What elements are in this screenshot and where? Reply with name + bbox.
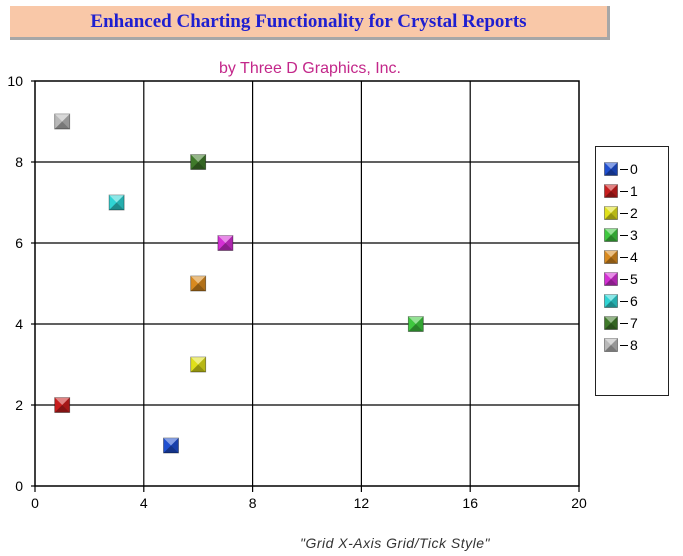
grid-lines — [34, 80, 580, 487]
legend-item-2: 2 — [604, 203, 638, 223]
legend-item-6: 6 — [604, 291, 638, 311]
legend-marker — [604, 272, 618, 286]
x-tick-label: 8 — [249, 495, 257, 511]
legend-marker — [604, 228, 618, 242]
title-banner: Enhanced Charting Functionality for Crys… — [10, 6, 610, 40]
legend-swatch — [604, 250, 618, 264]
legend-line — [620, 278, 628, 280]
data-point-2 — [190, 356, 207, 373]
legend-line — [620, 300, 628, 302]
legend-swatch — [604, 316, 618, 330]
legend-item-5: 5 — [604, 269, 638, 289]
legend-swatch — [604, 228, 618, 242]
legend-item-8: 8 — [604, 335, 638, 355]
y-tick-label: 8 — [15, 154, 23, 170]
legend-marker — [604, 184, 618, 198]
legend-swatch — [604, 272, 618, 286]
x-tick-label: 16 — [462, 495, 478, 511]
legend-item-0: 0 — [604, 159, 638, 179]
legend-item-1: 1 — [604, 181, 638, 201]
legend-item-4: 4 — [604, 247, 638, 267]
legend-swatch — [604, 162, 618, 176]
x-tick-label: 0 — [31, 495, 39, 511]
data-point-5 — [217, 235, 234, 251]
legend-label: 7 — [630, 315, 638, 331]
footnote: "Grid X-Axis Grid/Tick Style" — [300, 535, 491, 551]
legend-marker — [604, 250, 618, 264]
legend-swatch — [604, 294, 618, 308]
legend-label: 4 — [630, 249, 638, 265]
data-point-6 — [108, 194, 125, 211]
legend-item-3: 3 — [604, 225, 638, 245]
legend-label: 8 — [630, 337, 638, 353]
y-tick-label: 10 — [7, 73, 23, 89]
axes: 0 4 8 12 16 20 0 2 4 6 8 10 — [7, 73, 587, 511]
y-tick-label: 0 — [15, 478, 23, 494]
legend-marker — [604, 294, 618, 308]
legend-swatch — [604, 206, 618, 220]
x-tick-label: 20 — [571, 495, 587, 511]
data-point-3 — [407, 316, 424, 332]
data-point-4 — [190, 275, 207, 292]
legend-line — [620, 190, 628, 192]
legend-marker — [604, 338, 618, 352]
legend-marker — [604, 162, 618, 176]
legend-line — [620, 168, 628, 170]
legend-line — [620, 344, 628, 346]
chart-title: Enhanced Charting Functionality for Crys… — [90, 10, 527, 32]
legend-line — [620, 234, 628, 236]
chart-subtitle: by Three D Graphics, Inc. — [219, 60, 401, 77]
legend-label: 6 — [630, 293, 638, 309]
legend-marker — [604, 316, 618, 330]
y-tick-label: 4 — [15, 316, 23, 332]
legend-label: 0 — [630, 161, 638, 177]
legend-line — [620, 256, 628, 258]
y-tick-label: 6 — [15, 235, 23, 251]
plot-frame — [34, 80, 580, 487]
data-point-7 — [190, 154, 207, 170]
data-point-8 — [54, 113, 71, 130]
data-point-0 — [163, 437, 179, 454]
legend-label: 2 — [630, 205, 638, 221]
data-point-1 — [54, 397, 71, 413]
x-tick-label: 4 — [140, 495, 148, 511]
legend-swatch — [604, 338, 618, 352]
legend-label: 5 — [630, 271, 638, 287]
legend: 0 1 2 3 4 5 6 7 8 — [595, 146, 669, 396]
data-points — [54, 113, 424, 454]
x-tick-label: 12 — [354, 495, 370, 511]
legend-label: 1 — [630, 183, 638, 199]
y-tick-label: 2 — [15, 397, 23, 413]
legend-label: 3 — [630, 227, 638, 243]
legend-line — [620, 322, 628, 324]
legend-line — [620, 212, 628, 214]
legend-marker — [604, 206, 618, 220]
legend-swatch — [604, 184, 618, 198]
legend-item-7: 7 — [604, 313, 638, 333]
